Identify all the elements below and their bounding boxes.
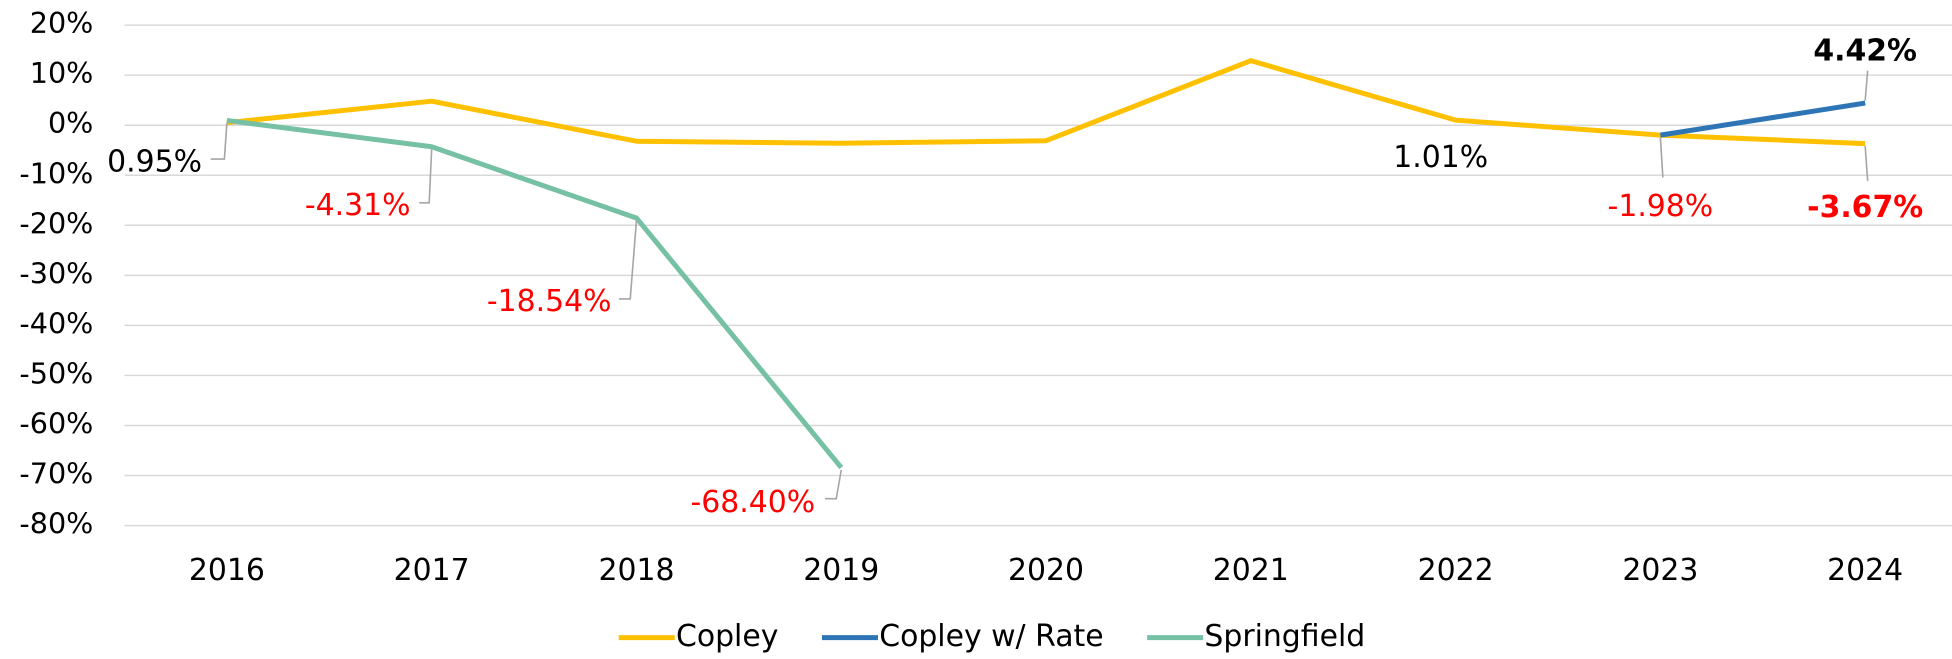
leader-line — [1659, 137, 1664, 178]
x-tick-label: 2023 — [1622, 553, 1698, 588]
series-line — [1659, 100, 1866, 138]
x-tick-label: 2017 — [394, 553, 470, 588]
leader-line — [619, 220, 638, 300]
x-tick-label: 2019 — [803, 553, 879, 588]
x-tick-label: 2018 — [598, 553, 674, 588]
y-tick-label: -70% — [19, 457, 93, 491]
data-label: -3.67% — [1807, 190, 1923, 225]
y-tick-label: -60% — [19, 406, 93, 440]
leader-line — [419, 149, 433, 204]
y-tick-label: -40% — [19, 306, 93, 340]
data-label: -1.98% — [1608, 189, 1714, 224]
y-tick-label: 0% — [48, 106, 93, 140]
x-tick-label: 2022 — [1418, 553, 1494, 588]
y-tick-label: -10% — [19, 156, 93, 190]
y-tick-label: 20% — [30, 6, 94, 40]
legend-label: Copley w/ Rate — [879, 619, 1103, 654]
y-tick-label: -30% — [19, 256, 93, 290]
leader-line — [1864, 70, 1869, 101]
data-label: 1.01% — [1393, 140, 1488, 175]
data-label: 4.42% — [1813, 34, 1917, 69]
x-tick-label: 2024 — [1827, 553, 1903, 588]
y-tick-label: -80% — [19, 507, 93, 541]
legend-label: Copley — [676, 619, 778, 654]
data-label: -68.40% — [690, 485, 815, 520]
leader-line — [825, 469, 843, 500]
data-label: -18.54% — [487, 284, 612, 319]
x-tick-label: 2016 — [189, 553, 265, 588]
series-line — [226, 117, 844, 470]
y-tick-label: 10% — [30, 56, 94, 90]
x-tick-label: 2021 — [1213, 553, 1289, 588]
leader-line — [210, 122, 228, 160]
x-tick-label: 2020 — [1008, 553, 1084, 588]
y-tick-label: -20% — [19, 206, 93, 240]
data-label: -4.31% — [305, 188, 411, 223]
series-line — [226, 58, 1866, 147]
y-tick-label: -50% — [19, 356, 93, 390]
leader-line — [1864, 146, 1869, 181]
legend-label: Springfield — [1204, 619, 1365, 654]
data-label: 0.95% — [107, 144, 202, 179]
